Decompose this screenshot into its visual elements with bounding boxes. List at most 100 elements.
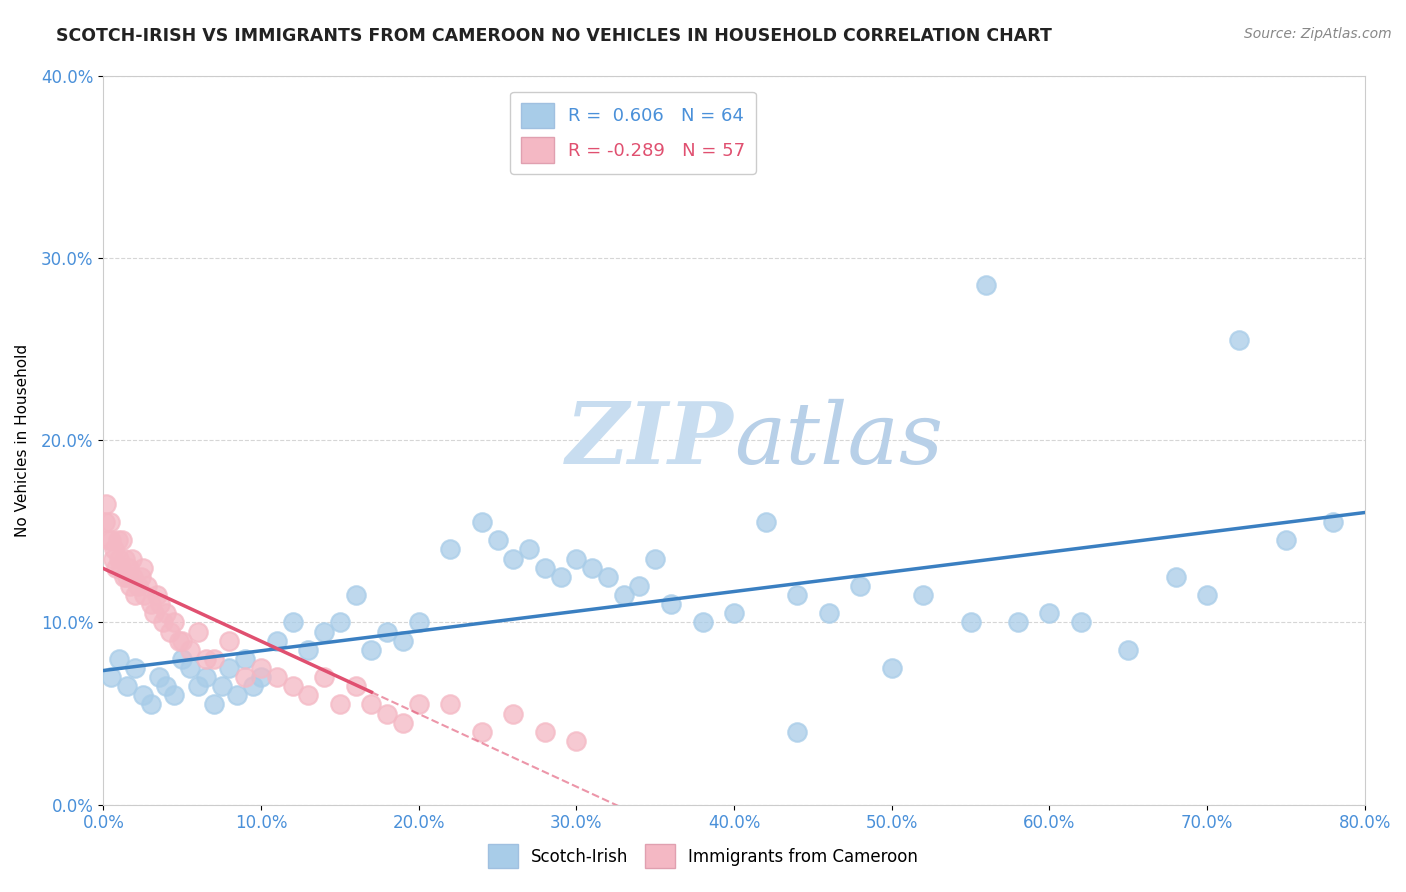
Point: [226, 688, 249, 702]
Point: [1116, 642, 1139, 657]
Text: atlas: atlas: [734, 399, 943, 482]
Point: [329, 615, 352, 630]
Point: [281, 615, 304, 630]
Point: [104, 560, 127, 574]
Point: [155, 679, 177, 693]
Legend: Scotch-Irish, Immigrants from Cameroon: Scotch-Irish, Immigrants from Cameroon: [481, 838, 925, 875]
Point: [233, 670, 256, 684]
Point: [120, 579, 142, 593]
Point: [628, 579, 651, 593]
Point: [114, 551, 136, 566]
Point: [596, 570, 619, 584]
Point: [163, 688, 186, 702]
Point: [786, 588, 808, 602]
Point: [581, 560, 603, 574]
Point: [755, 515, 778, 529]
Point: [849, 579, 872, 593]
Point: [959, 615, 981, 630]
Point: [132, 688, 155, 702]
Point: [976, 278, 998, 293]
Point: [297, 642, 319, 657]
Point: [202, 698, 225, 712]
Point: [100, 533, 122, 548]
Point: [644, 551, 666, 566]
Point: [912, 588, 935, 602]
Point: [565, 551, 588, 566]
Point: [124, 588, 146, 602]
Point: [149, 597, 172, 611]
Point: [172, 652, 194, 666]
Point: [1197, 588, 1219, 602]
Point: [786, 724, 808, 739]
Point: [179, 642, 201, 657]
Point: [314, 670, 336, 684]
Point: [187, 679, 209, 693]
Point: [94, 515, 117, 529]
Point: [392, 633, 415, 648]
Point: [163, 615, 186, 630]
Point: [211, 679, 233, 693]
Point: [659, 597, 682, 611]
Point: [108, 551, 131, 566]
Point: [97, 533, 120, 548]
Point: [146, 588, 169, 602]
Point: [155, 607, 177, 621]
Point: [98, 515, 121, 529]
Point: [194, 670, 217, 684]
Point: [297, 688, 319, 702]
Point: [565, 734, 588, 748]
Point: [187, 624, 209, 639]
Point: [100, 670, 122, 684]
Point: [1007, 615, 1029, 630]
Point: [360, 642, 382, 657]
Point: [471, 724, 494, 739]
Point: [1322, 515, 1344, 529]
Text: Source: ZipAtlas.com: Source: ZipAtlas.com: [1244, 27, 1392, 41]
Point: [132, 560, 155, 574]
Point: [139, 698, 162, 712]
Point: [179, 661, 201, 675]
Point: [534, 560, 557, 574]
Point: [613, 588, 636, 602]
Point: [723, 607, 745, 621]
Point: [96, 497, 118, 511]
Point: [408, 698, 430, 712]
Point: [375, 706, 398, 721]
Point: [218, 633, 240, 648]
Point: [124, 661, 146, 675]
Point: [139, 597, 162, 611]
Point: [107, 533, 129, 548]
Point: [115, 679, 138, 693]
Point: [218, 661, 240, 675]
Point: [502, 706, 524, 721]
Point: [344, 679, 367, 693]
Point: [121, 551, 143, 566]
Point: [1164, 570, 1187, 584]
Legend: R =  0.606   N = 64, R = -0.289   N = 57: R = 0.606 N = 64, R = -0.289 N = 57: [510, 92, 756, 174]
Point: [108, 652, 131, 666]
Point: [281, 679, 304, 693]
Point: [202, 652, 225, 666]
Point: [360, 698, 382, 712]
Point: [117, 560, 139, 574]
Point: [502, 551, 524, 566]
Point: [266, 633, 288, 648]
Text: SCOTCH-IRISH VS IMMIGRANTS FROM CAMEROON NO VEHICLES IN HOUSEHOLD CORRELATION CH: SCOTCH-IRISH VS IMMIGRANTS FROM CAMEROON…: [56, 27, 1052, 45]
Point: [127, 579, 149, 593]
Y-axis label: No Vehicles in Household: No Vehicles in Household: [15, 343, 30, 537]
Point: [250, 670, 273, 684]
Point: [129, 570, 152, 584]
Point: [110, 560, 132, 574]
Point: [314, 624, 336, 639]
Point: [439, 698, 461, 712]
Point: [101, 551, 124, 566]
Text: ZIP: ZIP: [567, 399, 734, 482]
Point: [692, 615, 714, 630]
Point: [148, 670, 170, 684]
Point: [242, 679, 264, 693]
Point: [1038, 607, 1060, 621]
Point: [266, 670, 288, 684]
Point: [392, 715, 415, 730]
Point: [167, 633, 190, 648]
Point: [233, 652, 256, 666]
